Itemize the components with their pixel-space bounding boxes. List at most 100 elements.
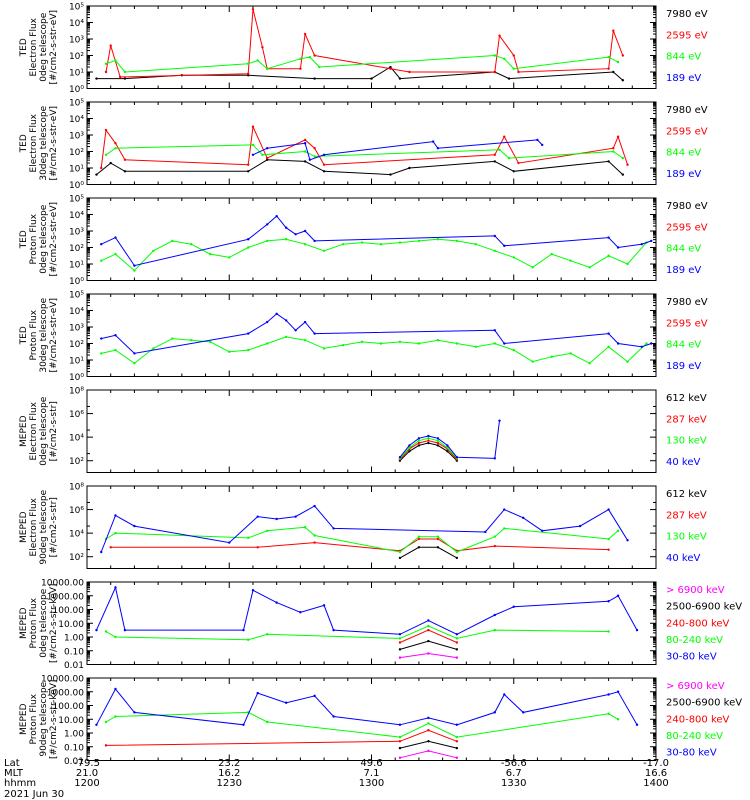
series-point: [512, 67, 515, 70]
series-point: [299, 67, 302, 70]
series-point: [190, 243, 193, 246]
series-point: [322, 153, 326, 156]
y-tick-label: 10¹: [69, 69, 84, 79]
y-tick-label: 10.00: [58, 620, 84, 630]
series-point: [427, 749, 430, 753]
series-point: [607, 600, 610, 603]
y-tick-label: 10²: [69, 148, 84, 158]
series-point: [313, 504, 316, 508]
series-point: [446, 450, 449, 453]
series-point: [417, 439, 421, 442]
series-point: [455, 723, 459, 726]
series-point: [104, 630, 108, 633]
y-tick-label: 10⁸: [69, 387, 84, 397]
legend-entry: 240-800 keV: [666, 714, 730, 725]
series-point: [398, 648, 402, 651]
series-point: [626, 539, 629, 542]
series-point: [109, 161, 112, 165]
series-point: [322, 163, 326, 166]
legend-entry: 189 eV: [666, 361, 701, 372]
series-point: [417, 535, 421, 538]
y-label-line: 0deg telescope: [39, 204, 49, 274]
x-tick-label-lat: 23.2: [218, 758, 240, 769]
y-tick-label: 10²: [69, 553, 84, 563]
series-point: [446, 446, 449, 449]
series-point: [493, 329, 496, 332]
series-point: [493, 544, 496, 548]
series-point: [398, 455, 402, 459]
series-point: [303, 229, 307, 233]
series-point: [341, 243, 345, 246]
series-point: [114, 586, 117, 589]
series-point: [114, 236, 117, 239]
series-point: [427, 716, 430, 720]
legend-entry: 7980 eV: [666, 201, 708, 212]
panel-frame: [86, 581, 657, 665]
series-point: [650, 239, 653, 243]
series-point: [493, 711, 496, 714]
y-tick-label: 0.01: [64, 661, 84, 671]
y-tick-label: 0.10: [64, 647, 84, 657]
series-point: [493, 153, 496, 156]
series-point: [474, 243, 478, 246]
series-point: [114, 514, 117, 517]
series-point: [389, 65, 392, 69]
series-point: [512, 54, 515, 57]
legend-entry: 2595 eV: [666, 222, 708, 233]
series-point: [398, 77, 402, 80]
legend-entry: 844 eV: [666, 340, 701, 351]
series-point: [427, 624, 430, 628]
series-point: [308, 55, 312, 59]
series-point: [303, 160, 307, 163]
series-point: [247, 62, 250, 65]
series-point: [247, 74, 250, 77]
series-point: [455, 656, 459, 659]
legend-entry: 30-80 keV: [666, 748, 717, 759]
y-label-line: TED: [19, 230, 29, 249]
series-point: [493, 457, 496, 460]
x-tick-label-lat: 49.6: [360, 758, 382, 769]
series-point: [114, 147, 117, 150]
series-point: [616, 342, 620, 345]
series-point: [265, 156, 269, 160]
series-point: [493, 535, 496, 538]
series-point: [650, 342, 653, 345]
y-tick-label: 10⁵: [69, 3, 84, 13]
series-point: [427, 628, 430, 632]
series-point: [607, 345, 610, 348]
series-point: [114, 635, 117, 639]
series-point: [455, 455, 459, 459]
series-point: [95, 173, 98, 176]
series-point: [417, 546, 421, 549]
legend-entry: 40 keV: [666, 457, 700, 468]
series-line: [105, 729, 458, 746]
y-tick-label: 10¹: [69, 357, 84, 367]
y-tick-label: 10³: [69, 324, 84, 334]
y-tick-label: 10⁴: [69, 434, 84, 444]
series-point: [455, 637, 459, 640]
series-point: [607, 537, 610, 541]
series-point: [114, 142, 117, 145]
series-point: [503, 57, 506, 60]
series-point: [265, 720, 269, 724]
series-point: [455, 746, 459, 750]
y-label-line: [#/cm2-s-str-keV]: [49, 584, 59, 663]
x-tick-label-mlt: 16.6: [645, 768, 667, 779]
y-label-line: Electron Flux: [29, 401, 39, 460]
series-point: [171, 337, 174, 340]
legend-entry: 2595 eV: [666, 30, 708, 41]
series-point: [228, 350, 231, 353]
series-point: [100, 243, 103, 246]
legend-entry: 240-800 keV: [666, 618, 730, 629]
series-point: [265, 67, 269, 70]
series-point: [446, 444, 449, 447]
series-point: [512, 170, 515, 173]
series-point: [242, 723, 245, 726]
mlt-row-label: MLT: [4, 768, 24, 779]
series-point: [427, 722, 430, 725]
series-point: [431, 140, 435, 143]
x-tick-label-mlt: 7.1: [364, 768, 380, 779]
series-point: [332, 715, 335, 718]
series-point: [152, 347, 155, 350]
legend-entry: 612 keV: [666, 489, 707, 500]
